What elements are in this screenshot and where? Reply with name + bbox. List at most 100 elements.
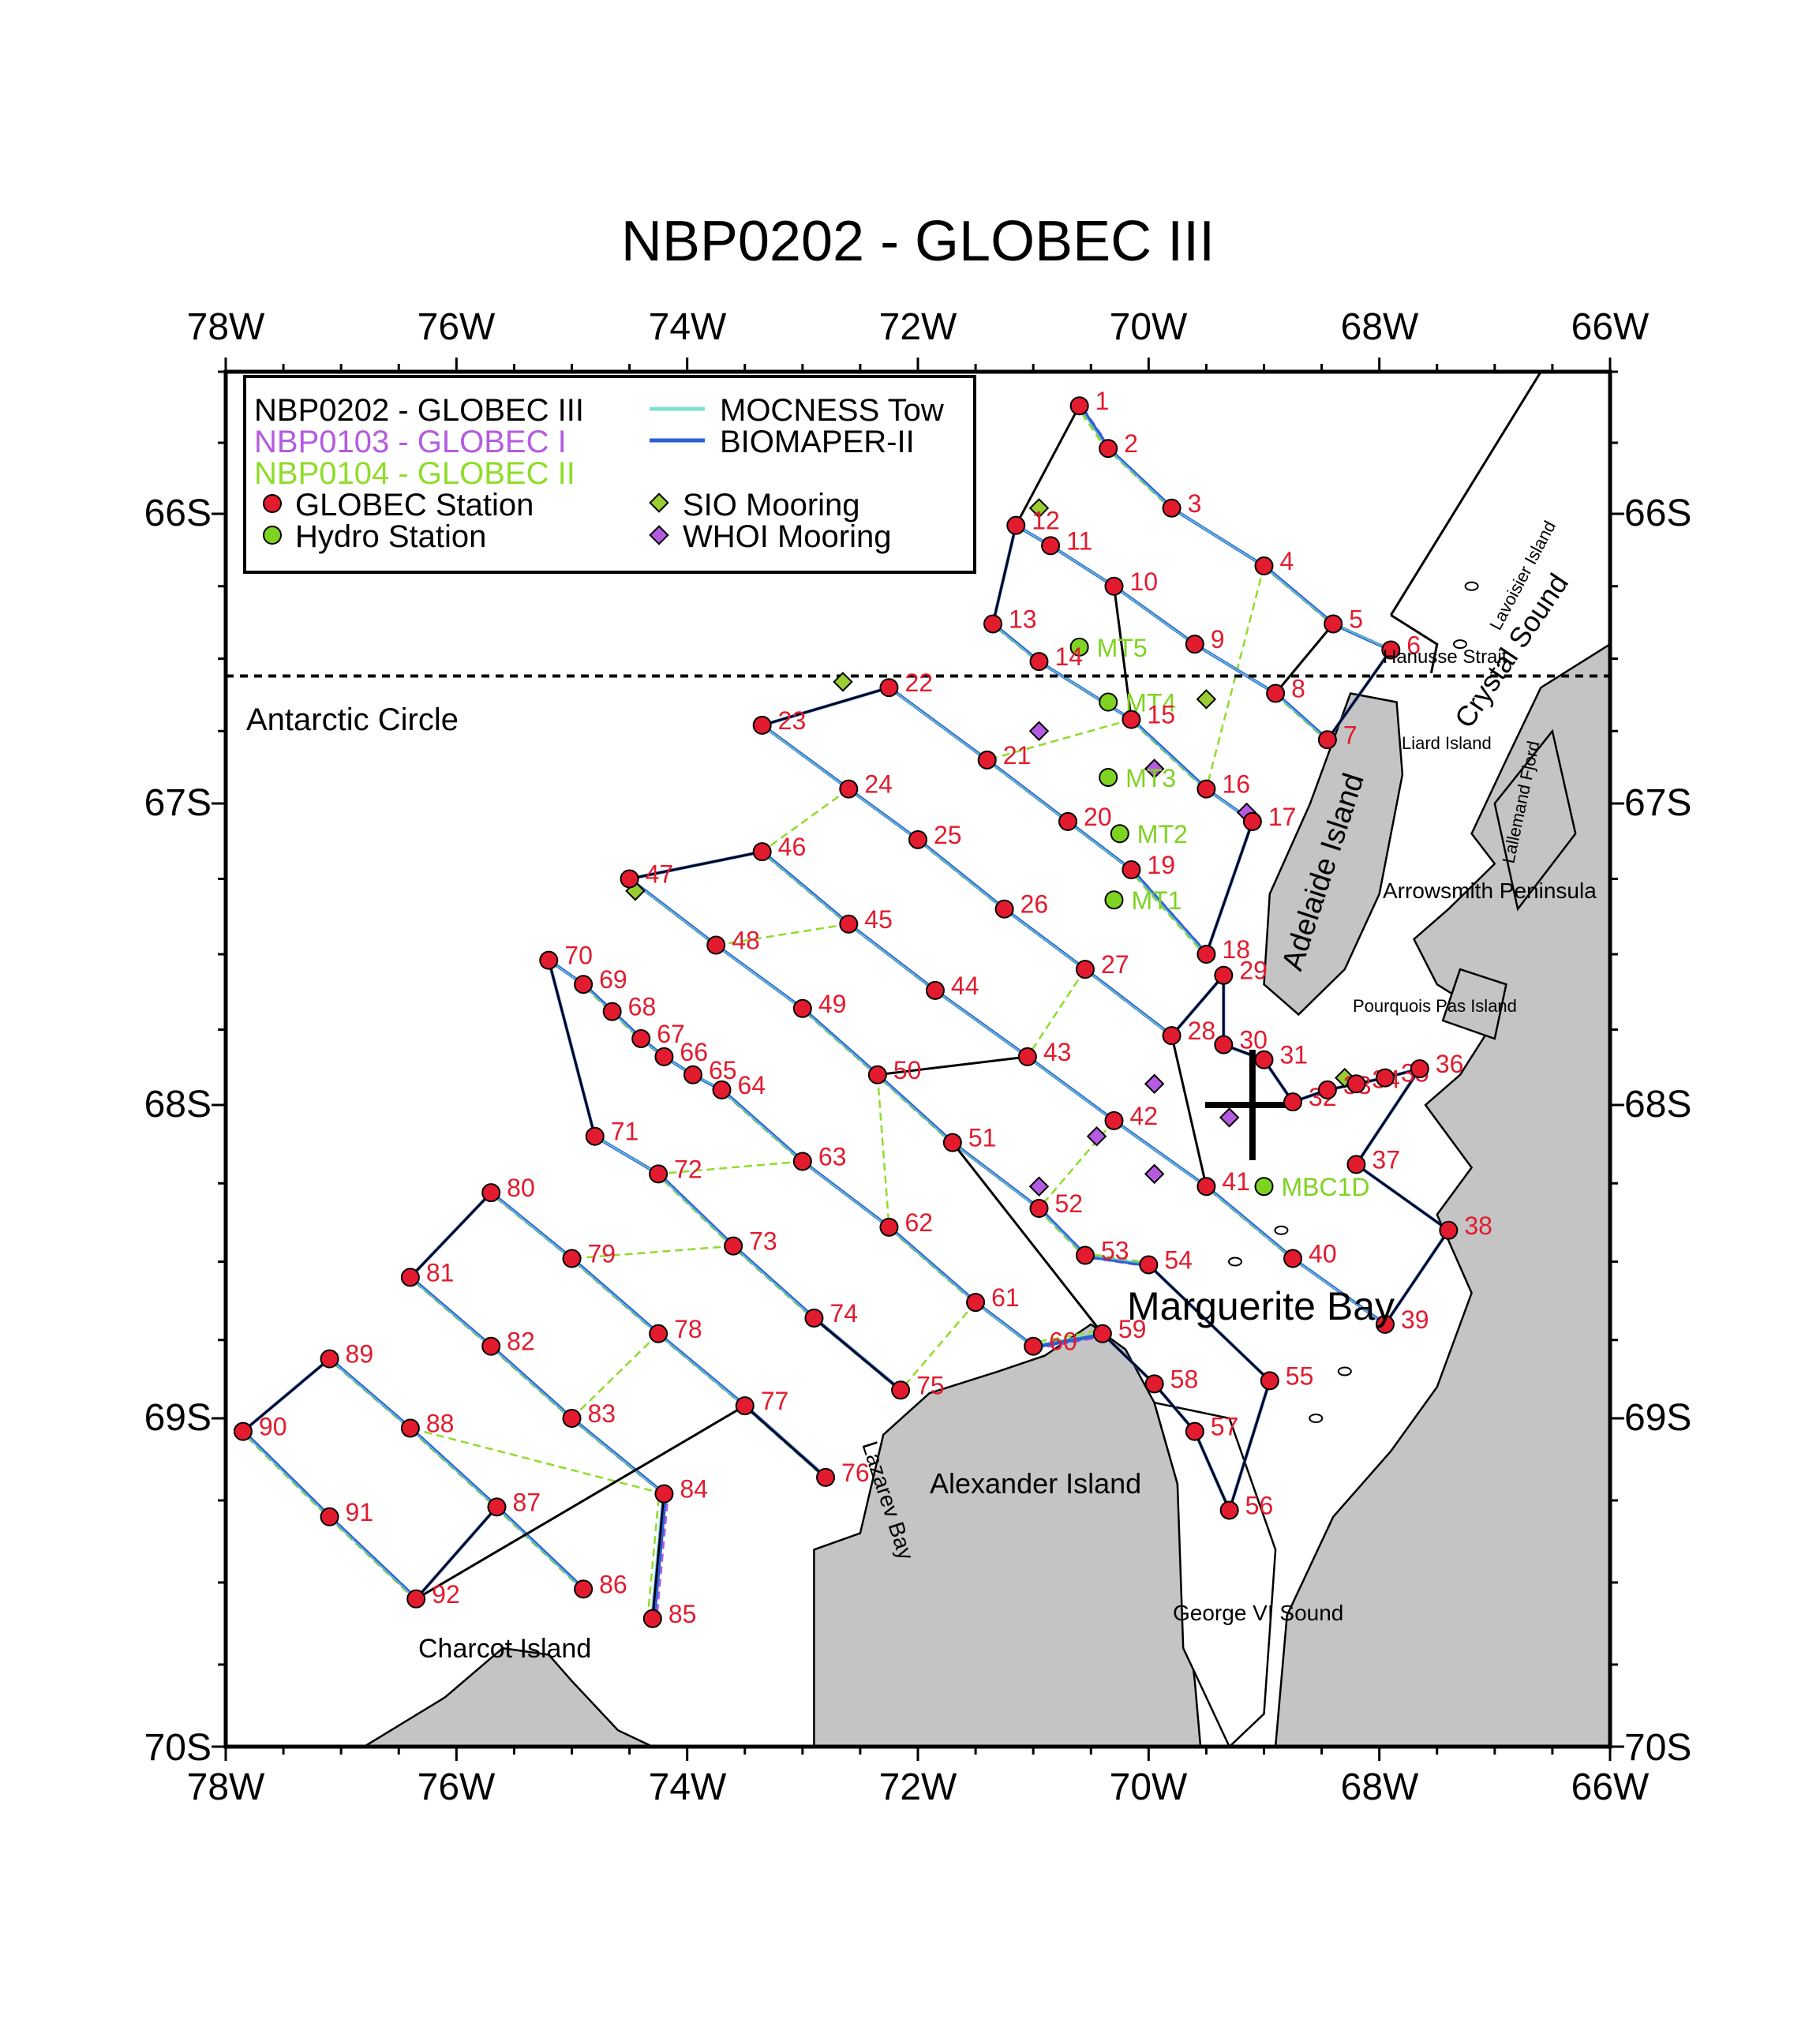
globec-station bbox=[649, 1324, 668, 1343]
nbp0202-connector bbox=[242, 1358, 331, 1433]
globec-station bbox=[1006, 515, 1026, 535]
globec-station bbox=[562, 1249, 582, 1268]
legend: NBP0202 - GLOBEC III NBP0103 - GLOBEC I … bbox=[243, 375, 976, 574]
globec-station bbox=[1075, 960, 1095, 979]
globec-station bbox=[574, 975, 594, 994]
nbp0202-connector bbox=[1355, 1068, 1421, 1166]
globec-station bbox=[752, 715, 772, 735]
legend-biomaper: BIOMAPER-II bbox=[720, 425, 915, 459]
globec-station-label: 91 bbox=[346, 1498, 374, 1526]
globec-station bbox=[1041, 536, 1061, 556]
sio-mooring bbox=[1196, 689, 1217, 710]
globec-station-label: 56 bbox=[1245, 1491, 1274, 1519]
globec-station bbox=[1029, 652, 1049, 672]
globec-station bbox=[966, 1293, 986, 1313]
map-title: NBP0202 - GLOBEC III bbox=[621, 210, 1215, 273]
globec-station bbox=[735, 1396, 755, 1416]
legend-hydro-station: Hydro Station bbox=[295, 519, 486, 554]
globec-station bbox=[867, 1065, 887, 1084]
adelaide-island-land bbox=[1263, 692, 1404, 1017]
nbp0202-connector bbox=[415, 1506, 498, 1600]
globec-station-label: 65 bbox=[709, 1056, 737, 1084]
globec-station-label: 13 bbox=[1009, 605, 1037, 633]
globec-station bbox=[481, 1336, 501, 1356]
legend-globec-station-symbol bbox=[263, 494, 282, 513]
globec-station-label: 85 bbox=[668, 1600, 697, 1628]
globec-station-label: 12 bbox=[1032, 507, 1060, 535]
globec-station bbox=[562, 1409, 582, 1428]
lat-label-left: 70S bbox=[144, 1727, 212, 1769]
globec-station bbox=[1439, 1220, 1459, 1240]
globec-station bbox=[1196, 1177, 1216, 1197]
lon-label-top: 76W bbox=[418, 306, 496, 348]
globec-station-label: 31 bbox=[1280, 1041, 1309, 1069]
globec-station bbox=[1214, 965, 1234, 985]
globec-station-label: 72 bbox=[674, 1155, 702, 1183]
ship-transit bbox=[1170, 1035, 1208, 1187]
globec-station bbox=[1092, 1324, 1112, 1343]
nbp0104-track bbox=[410, 1427, 665, 1495]
legend-whoi-mooring-symbol bbox=[649, 525, 669, 545]
nbp0104-track bbox=[571, 1245, 734, 1260]
globec-station-label: 67 bbox=[657, 1020, 685, 1048]
nbp0202-connector bbox=[991, 525, 1017, 624]
globec-station-label: 11 bbox=[1066, 526, 1092, 555]
globec-station bbox=[816, 1467, 836, 1487]
globec-station bbox=[574, 1579, 594, 1599]
globec-station bbox=[406, 1589, 426, 1609]
globec-station-label: 3 bbox=[1188, 489, 1202, 518]
globec-station-label: 21 bbox=[1003, 741, 1032, 770]
legend-sio-mooring-symbol bbox=[649, 493, 669, 513]
legend-cruise-nbp0104: NBP0104 - GLOBEC II bbox=[254, 456, 575, 491]
tick-layer bbox=[212, 358, 1624, 1761]
globec-station bbox=[792, 1152, 812, 1171]
globec-station-label: 70 bbox=[564, 942, 593, 970]
lon-label-bottom: 76W bbox=[418, 1766, 496, 1808]
legend-globec-station: GLOBEC Station bbox=[295, 488, 534, 522]
legend-sio-mooring: SIO Mooring bbox=[683, 488, 860, 522]
coastline-ne bbox=[1390, 372, 1542, 616]
ship-transit bbox=[877, 1055, 1028, 1077]
globec-station-label: 22 bbox=[904, 669, 933, 697]
globec-station bbox=[1214, 1035, 1234, 1054]
globec-station-label: 15 bbox=[1147, 701, 1175, 729]
map-area: MT5MT4MT3MT2MT1MBC1D12345678910111213141… bbox=[226, 372, 1610, 1747]
globec-station bbox=[1024, 1336, 1043, 1356]
globec-station-label: 2 bbox=[1124, 429, 1138, 458]
ship-transit bbox=[1274, 623, 1335, 695]
hydro-station-label: MT5 bbox=[1097, 634, 1148, 662]
coastline-layer bbox=[1390, 372, 1542, 674]
lon-label-top: 68W bbox=[1341, 306, 1419, 348]
globec-station bbox=[879, 1217, 899, 1237]
globec-station-label: 48 bbox=[732, 927, 760, 955]
globec-station bbox=[1122, 860, 1141, 880]
marker-layer: MT5MT4MT3MT2MT1MBC1D12345678910111213141… bbox=[233, 387, 1492, 1628]
globec-station-label: 60 bbox=[1049, 1328, 1077, 1356]
globec-station-label: 25 bbox=[934, 821, 962, 849]
alexander-island-label: Alexander Island bbox=[930, 1467, 1141, 1500]
globec-station-label: 28 bbox=[1188, 1017, 1216, 1045]
peninsula-land bbox=[1274, 642, 1610, 1747]
lat-label-right: 69S bbox=[1624, 1397, 1691, 1439]
whoi-mooring bbox=[1144, 758, 1165, 779]
globec-station-label: 10 bbox=[1129, 567, 1158, 596]
whoi-mooring bbox=[1028, 1176, 1050, 1197]
nbp0104-track bbox=[900, 1302, 977, 1391]
globec-station-label: 24 bbox=[864, 770, 893, 799]
nbp0104-track bbox=[657, 1160, 803, 1175]
mocness-tow bbox=[760, 723, 1171, 1036]
nbp0202-connector bbox=[1205, 821, 1254, 955]
globec-station-label: 39 bbox=[1401, 1305, 1429, 1334]
globec-station bbox=[1122, 710, 1141, 729]
lon-label-top: 72W bbox=[879, 306, 957, 348]
globec-station bbox=[1162, 1026, 1182, 1046]
globec-station-label: 88 bbox=[426, 1409, 455, 1437]
globec-station bbox=[1317, 730, 1337, 750]
globec-station bbox=[642, 1609, 662, 1628]
globec-station bbox=[1324, 614, 1343, 634]
globec-station-label: 36 bbox=[1436, 1050, 1464, 1078]
sio-mooring bbox=[1028, 498, 1050, 519]
nbp0202-connector bbox=[1228, 1380, 1271, 1511]
globec-station-label: 4 bbox=[1280, 547, 1294, 575]
globec-station-label: 71 bbox=[611, 1118, 639, 1146]
